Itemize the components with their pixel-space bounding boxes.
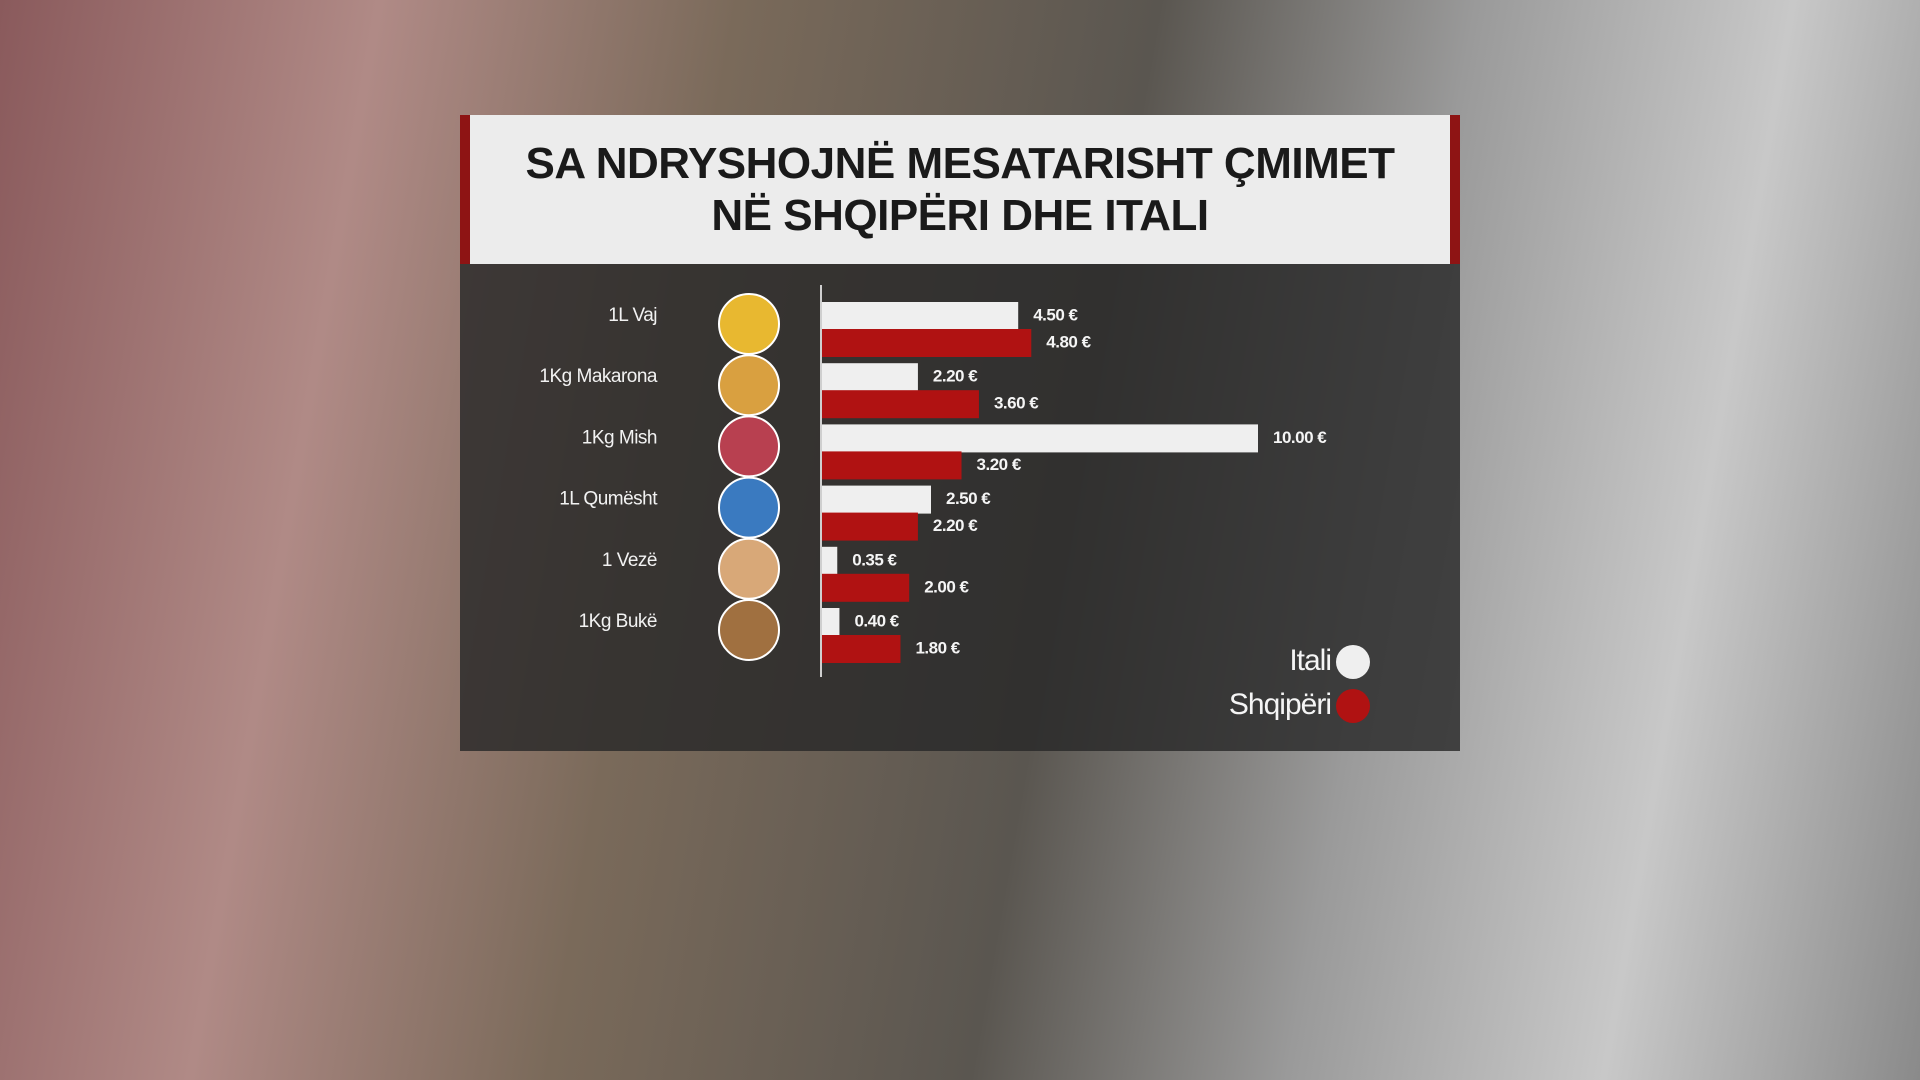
value-label: 0.40 € <box>854 611 899 630</box>
chart-title: SA NDRYSHOJNË MESATARISHT ÇMIMET NË SHQI… <box>525 139 1395 240</box>
value-label: 3.60 € <box>994 394 1039 413</box>
value-label: 10.00 € <box>1273 428 1327 447</box>
value-label: 4.80 € <box>1046 332 1091 351</box>
value-label: 3.20 € <box>977 455 1022 474</box>
bar <box>822 302 1019 330</box>
category-icon <box>718 537 780 600</box>
category-label: 1L Qumësht <box>559 489 658 510</box>
value-label: 2.20 € <box>933 367 978 386</box>
value-label: 2.20 € <box>933 516 978 535</box>
category-icon <box>718 476 780 539</box>
category-icon <box>718 354 780 417</box>
title-band <box>460 115 1460 264</box>
category-label: 1Kg Makarona <box>539 366 658 387</box>
bar <box>822 512 918 541</box>
category-icon <box>718 415 780 478</box>
bar <box>822 363 918 392</box>
category-icon <box>718 293 780 355</box>
bar <box>822 573 910 602</box>
bar <box>822 608 840 636</box>
title-border <box>1450 115 1460 264</box>
bar <box>822 485 931 514</box>
bar <box>822 451 962 480</box>
title-border <box>460 115 470 264</box>
legend-swatch <box>1336 689 1370 723</box>
value-label: 1.80 € <box>915 638 960 657</box>
value-label: 2.50 € <box>946 489 991 508</box>
value-label: 0.35 € <box>852 550 897 569</box>
category-label: 1Kg Mish <box>582 427 657 448</box>
bar <box>822 390 979 419</box>
legend-swatch <box>1336 645 1370 679</box>
category-label: 1L Vaj <box>608 305 657 326</box>
value-label: 2.00 € <box>924 577 969 596</box>
value-label: 4.50 € <box>1033 305 1078 324</box>
bar <box>822 546 838 575</box>
bar <box>822 329 1032 357</box>
legend-label: Itali <box>1289 644 1331 677</box>
category-label: 1 Vezë <box>602 550 657 571</box>
bar <box>822 635 901 663</box>
category-icon <box>718 599 780 661</box>
category-label: 1Kg Bukë <box>579 611 657 632</box>
bar <box>822 424 1258 453</box>
legend-label: Shqipëri <box>1229 688 1331 721</box>
